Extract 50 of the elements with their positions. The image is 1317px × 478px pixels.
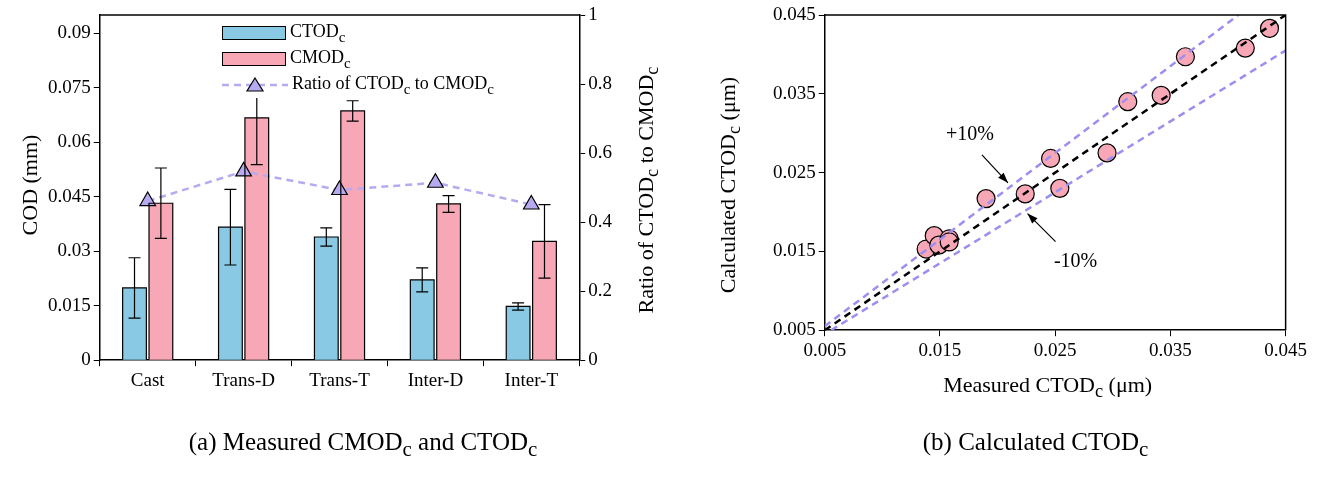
point bbox=[1097, 143, 1117, 163]
point bbox=[1151, 85, 1171, 105]
x-tick-label: 0.025 bbox=[1033, 338, 1077, 360]
y-tick-label: 0.06 bbox=[57, 130, 91, 152]
x-tick-label: Cast bbox=[130, 368, 166, 390]
y2-tick-label: 1 bbox=[588, 2, 598, 24]
point bbox=[1118, 92, 1138, 112]
x-axis-title: Measured CTOD$_{c}$ (μm) bbox=[943, 372, 1153, 403]
y-tick-label: 0.045 bbox=[48, 184, 91, 206]
y-tick-label: 0.015 bbox=[48, 293, 91, 315]
y-tick-label: 0.015 bbox=[773, 239, 816, 261]
y-tick-label: 0.005 bbox=[773, 318, 816, 340]
x-tick-label: 0.045 bbox=[1264, 338, 1307, 360]
annotation: +10% bbox=[945, 122, 994, 145]
x-tick-label: Inter-T bbox=[504, 368, 559, 390]
point bbox=[1040, 148, 1061, 169]
x-tick-label: 0.015 bbox=[918, 338, 962, 360]
y2-tick-label: 0.6 bbox=[588, 141, 612, 163]
y2-tick-label: 0.2 bbox=[588, 279, 612, 301]
y-tick-label: 0.045 bbox=[773, 2, 816, 24]
legend-label: CTOD$_{c}$ bbox=[289, 20, 346, 46]
text: (b) Calculated CTOD$_{c}$ bbox=[922, 428, 1149, 462]
legend-label: Ratio of CTOD$_{c}$ to CMOD$_{c}$ bbox=[291, 72, 495, 98]
y-tick-label: 0.09 bbox=[57, 21, 91, 43]
y-tick-label: 0.025 bbox=[773, 160, 816, 182]
annotation: -10% bbox=[1053, 248, 1098, 271]
point bbox=[1015, 184, 1035, 204]
point bbox=[976, 189, 996, 209]
y2-tick-label: 0.8 bbox=[588, 72, 612, 94]
y-tick-label: 0.075 bbox=[48, 75, 91, 97]
y2-tick-label: 0 bbox=[588, 348, 598, 370]
x-tick-label: 0.005 bbox=[803, 338, 847, 360]
point bbox=[427, 173, 444, 188]
point bbox=[331, 180, 348, 196]
x-tick-label: Inter-D bbox=[407, 368, 464, 390]
y-tick-label: 0.03 bbox=[57, 239, 91, 261]
text: (a) Measured CMOD$_{c}$ and CTOD$_{c}$ bbox=[188, 428, 538, 462]
point bbox=[139, 191, 157, 207]
y-axis-title: COD (mm) bbox=[17, 134, 43, 236]
x-tick-label: 0.035 bbox=[1149, 338, 1192, 360]
y-tick-label: 0 bbox=[81, 348, 91, 370]
point bbox=[1235, 38, 1255, 58]
y-tick-label: 0.035 bbox=[773, 81, 816, 103]
y2-tick-label: 0.4 bbox=[588, 210, 613, 232]
point bbox=[1175, 47, 1195, 67]
x-tick-label: Trans-T bbox=[309, 368, 371, 390]
point bbox=[1050, 178, 1070, 198]
point bbox=[522, 194, 540, 210]
x-tick-label: Trans-D bbox=[212, 368, 275, 390]
legend-label: CMOD$_{c}$ bbox=[289, 46, 351, 72]
